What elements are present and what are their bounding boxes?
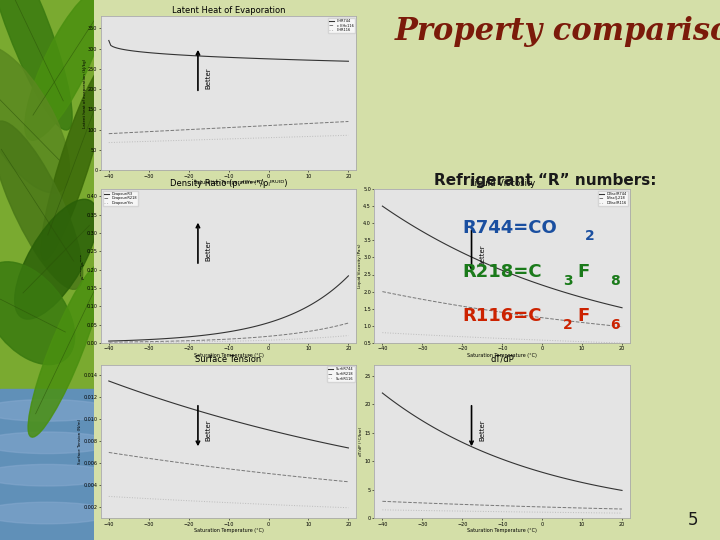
Ellipse shape bbox=[0, 432, 112, 454]
Text: R744=CO: R744=CO bbox=[462, 219, 557, 237]
Ellipse shape bbox=[0, 121, 83, 289]
X-axis label: Saturation Temperature (°C): Saturation Temperature (°C) bbox=[194, 353, 264, 358]
Ellipse shape bbox=[24, 0, 107, 140]
Text: 2: 2 bbox=[585, 230, 595, 244]
Text: 5: 5 bbox=[688, 511, 698, 529]
Text: 8: 8 bbox=[610, 274, 620, 288]
Title: Liquid Viscosity: Liquid Viscosity bbox=[469, 179, 535, 188]
Ellipse shape bbox=[41, 64, 109, 260]
Legend: l(HR744, c l(Hc116, l(HR116: l(HR744, c l(Hc116, l(HR116 bbox=[328, 18, 355, 33]
Legend: Surf/R744, Surf/R218, Surf/R116: Surf/R744, Surf/R218, Surf/R116 bbox=[327, 366, 355, 382]
X-axis label: Saturation Temperature (°C): Saturation Temperature (°C) bbox=[467, 528, 537, 534]
Text: Better: Better bbox=[206, 67, 212, 89]
Text: Better: Better bbox=[206, 420, 212, 442]
Text: 3: 3 bbox=[563, 274, 573, 288]
Y-axis label: ρᵥᵃᵂᵒᵘᴿ/ρₗᴵᴿᵁᴵᴰ: ρᵥᵃᵂᵒᵘᴿ/ρₗᴵᴿᵁᴵᴰ bbox=[81, 253, 85, 279]
Bar bbox=[0, 389, 94, 540]
Y-axis label: dT/dP (°C/bar): dT/dP (°C/bar) bbox=[359, 427, 364, 456]
Ellipse shape bbox=[14, 199, 98, 319]
Text: Property comparison: Property comparison bbox=[395, 16, 720, 47]
Legend: DVisc/R744, LVisc/J-218, DVisc/R116: DVisc/R744, LVisc/J-218, DVisc/R116 bbox=[598, 191, 629, 206]
Text: Better: Better bbox=[206, 240, 212, 261]
Text: F: F bbox=[577, 263, 590, 281]
Ellipse shape bbox=[0, 400, 112, 421]
Ellipse shape bbox=[0, 45, 69, 193]
Text: F: F bbox=[577, 307, 590, 325]
Title: Surface Tension: Surface Tension bbox=[195, 355, 262, 364]
Text: R116=C: R116=C bbox=[462, 307, 542, 325]
Text: Refrigerant “R” numbers:: Refrigerant “R” numbers: bbox=[433, 173, 656, 188]
X-axis label: Saturation Temperature (°C): Saturation Temperature (°C) bbox=[467, 353, 537, 358]
Text: R218=C: R218=C bbox=[462, 263, 542, 281]
Title: Density Ratio (ρᵥᵃᵂᵒᵘᴿ/ρₗᴵᴿᵁᴵᴰ): Density Ratio (ρᵥᵃᵂᵒᵘᴿ/ρₗᴵᴿᵁᴵᴰ) bbox=[170, 179, 287, 188]
Ellipse shape bbox=[28, 265, 103, 437]
Ellipse shape bbox=[0, 0, 72, 130]
Ellipse shape bbox=[0, 464, 112, 486]
X-axis label: Saturation Temperature (°C): Saturation Temperature (°C) bbox=[194, 528, 264, 534]
Text: Better: Better bbox=[480, 245, 485, 266]
X-axis label: Saturation Temperature (°C): Saturation Temperature (°C) bbox=[194, 180, 264, 185]
Text: 2: 2 bbox=[563, 318, 573, 332]
Text: 6: 6 bbox=[610, 318, 620, 332]
Title: dT/dP: dT/dP bbox=[490, 355, 514, 364]
Ellipse shape bbox=[0, 502, 112, 524]
Y-axis label: Liquid Viscosity (Pa·s): Liquid Viscosity (Pa·s) bbox=[358, 244, 361, 288]
Legend: Dvapour/R3, Dvapour/R218, Dvapour/Yin: Dvapour/R3, Dvapour/R218, Dvapour/Yin bbox=[102, 191, 138, 206]
Ellipse shape bbox=[0, 262, 75, 364]
Y-axis label: Surface Tension (N/m): Surface Tension (N/m) bbox=[78, 419, 82, 464]
Text: Better: Better bbox=[480, 420, 485, 442]
Y-axis label: Latent heat of evaporation (kJ/kg): Latent heat of evaporation (kJ/kg) bbox=[83, 58, 86, 128]
Title: Latent Heat of Evaporation: Latent Heat of Evaporation bbox=[172, 6, 285, 16]
